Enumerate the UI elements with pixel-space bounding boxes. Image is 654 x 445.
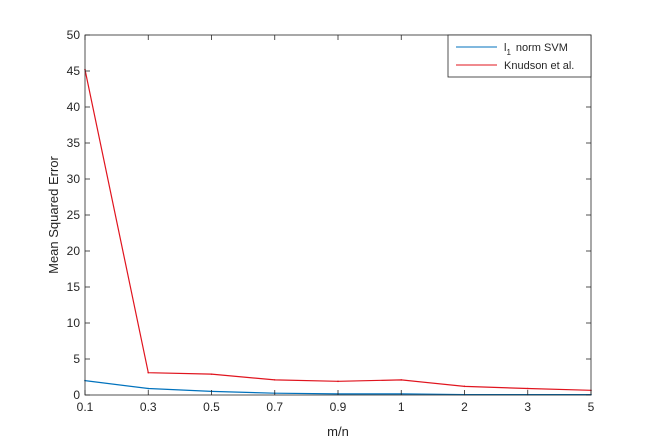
legend-box	[447, 34, 592, 78]
plot-area	[85, 35, 591, 395]
legend-label-svm-subscript: 1	[506, 48, 511, 57]
legend-label-svm-name: norm SVM	[516, 42, 568, 54]
x-tick-label-5: 1	[398, 400, 405, 414]
data-point-0-1	[147, 387, 150, 390]
data-point-1-1	[147, 371, 150, 374]
y-tick-label-9: 45	[67, 64, 81, 78]
y-axis-title: Mean Squared Error	[46, 155, 61, 273]
data-point-1-4	[337, 380, 339, 383]
y-tick-label-8: 40	[67, 100, 81, 114]
x-tick-label-8: 5	[588, 400, 595, 414]
y-tick-label-7: 35	[67, 136, 81, 150]
legend-label-svm-prefix: l	[504, 42, 506, 54]
x-tick-label-6: 2	[461, 400, 468, 414]
data-point-1-6	[463, 385, 466, 388]
y-tick-label-10: 50	[67, 28, 81, 42]
y-tick-label-3: 15	[67, 280, 81, 294]
data-point-1-3	[273, 379, 276, 381]
y-tick-label-2: 10	[67, 316, 81, 330]
x-tick-label-1: 0.3	[140, 400, 157, 414]
y-tick-label-4: 20	[67, 244, 81, 258]
x-tick-label-2: 0.5	[203, 400, 220, 414]
y-tick-label-6: 30	[67, 172, 81, 186]
y-tick-label-0: 0	[73, 388, 80, 402]
legend: l1 norm SVM Knudson et al.	[447, 34, 592, 78]
data-point-1-2	[210, 373, 213, 375]
x-tick-label-0: 0.1	[77, 400, 94, 414]
data-point-1-5	[400, 379, 403, 381]
legend-label-knudson: Knudson et al.	[504, 60, 574, 72]
x-tick-label-7: 3	[524, 400, 531, 414]
y-tick-label-1: 5	[73, 352, 80, 366]
y-tick-label-5: 25	[67, 208, 81, 222]
legend-label-svm: l1 norm SVM	[504, 42, 568, 57]
x-axis-title: m/n	[327, 424, 349, 439]
x-tick-label-3: 0.7	[266, 400, 283, 414]
data-point-1-7	[526, 387, 529, 390]
x-tick-label-4: 0.9	[330, 400, 347, 414]
